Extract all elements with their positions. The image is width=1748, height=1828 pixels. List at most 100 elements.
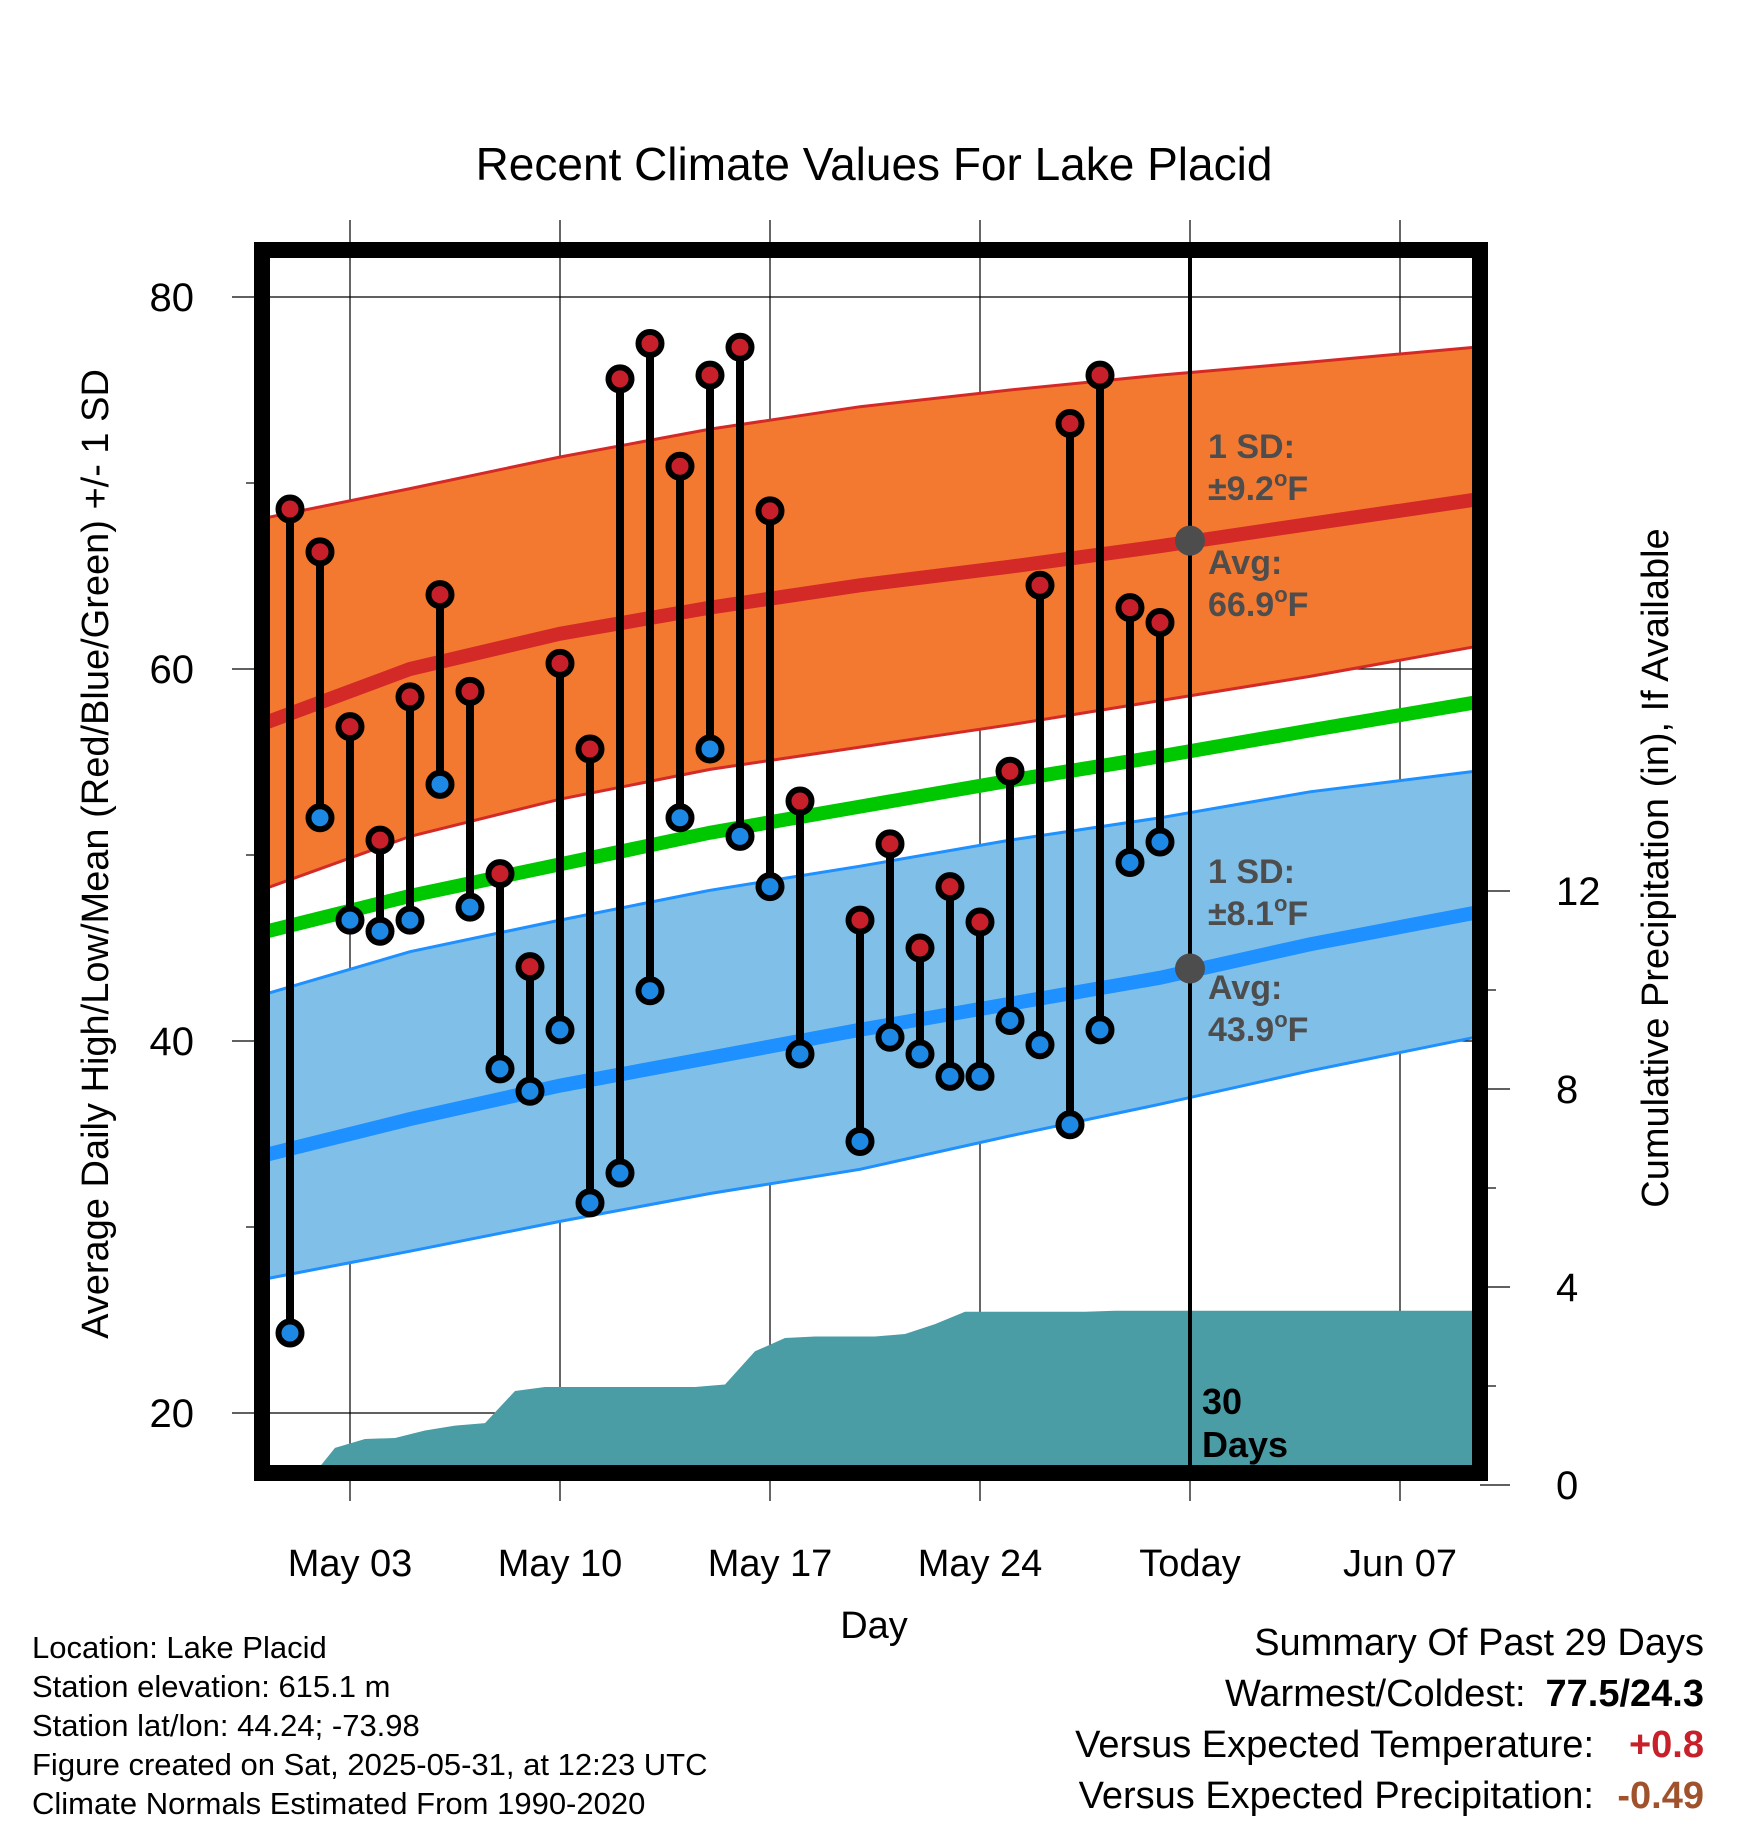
daily-low-point [365, 916, 395, 946]
daily-low-point [845, 1126, 875, 1156]
daily-high-point [755, 496, 785, 526]
info-normals: Climate Normals Estimated From 1990-2020 [32, 1786, 646, 1821]
summary-warm-cold: Warmest/Coldest: 77.5/24.3 [1075, 1669, 1704, 1720]
x-tick-label: May 10 [498, 1543, 623, 1585]
low-avg-unit-f: F [1288, 1011, 1309, 1049]
window-count-label: 30 [1202, 1381, 1242, 1422]
high-sd-band [262, 347, 1475, 890]
daily-low-point [605, 1158, 635, 1188]
daily-high-point [455, 676, 485, 706]
daily-high-point [305, 537, 335, 567]
daily-low-point [485, 1054, 515, 1084]
y-right-tick-label: 4 [1556, 1266, 1578, 1310]
info-location: Location: Lake Placid [32, 1630, 327, 1665]
daily-low-point [575, 1188, 605, 1218]
low-avg-unit-degree: o [1274, 1007, 1287, 1032]
daily-high-point [275, 494, 305, 524]
high-plus-sd-line [262, 345, 1476, 521]
summary-title: Summary Of Past 29 Days [1254, 1622, 1704, 1664]
daily-low-point [875, 1022, 905, 1052]
x-tick-label: May 24 [918, 1543, 1043, 1585]
low-sd-unit-degree: o [1274, 891, 1287, 916]
daily-high-point [1055, 408, 1085, 438]
high-sd-label: 1 SD: [1208, 428, 1295, 466]
precip-label: Versus Expected Precipitation: [1078, 1775, 1594, 1817]
x-tick-label: May 03 [288, 1543, 413, 1585]
x-tick-label: May 17 [708, 1543, 833, 1585]
high-avg-value: 66.9oF [1208, 582, 1308, 624]
daily-low-point [1115, 847, 1145, 877]
daily-high-point [575, 734, 605, 764]
station-info: Location: Lake Placid Station elevation:… [32, 1628, 708, 1823]
daily-high-point [695, 360, 725, 390]
temp-value: +0.8 [1628, 1724, 1704, 1766]
daily-low-point [1145, 827, 1175, 857]
y-right-tick-label: 0 [1556, 1464, 1578, 1508]
daily-high-point [515, 952, 545, 982]
daily-high-point [335, 712, 365, 742]
daily-high-point [995, 756, 1025, 786]
daily-low-point [1055, 1110, 1085, 1140]
daily-high-point [725, 332, 755, 362]
daily-low-point [455, 892, 485, 922]
daily-low-point [395, 905, 425, 935]
info-created: Figure created on Sat, 2025-05-31, at 12… [32, 1747, 708, 1782]
y-left-tick-label: 60 [150, 648, 195, 692]
y-right-tick-label: 12 [1556, 870, 1601, 914]
daily-high-point [545, 648, 575, 678]
daily-low-point [665, 803, 695, 833]
daily-low-point [905, 1039, 935, 1069]
daily-low-point [935, 1061, 965, 1091]
normal-high-line [262, 492, 1477, 732]
high-avg-label: Avg: [1208, 544, 1282, 582]
y-axis-right-label: Cumulative Precipitation (in), If Availa… [1635, 528, 1677, 1207]
daily-high-point [845, 905, 875, 935]
low-minus-sd-line [262, 1035, 1476, 1282]
daily-low-point [965, 1061, 995, 1091]
daily-low-point [425, 769, 455, 799]
x-tick-label: Jun 07 [1343, 1543, 1457, 1585]
y-left-tick-label: 20 [150, 1392, 195, 1436]
high-avg-today-marker [1175, 525, 1205, 556]
daily-low-point [725, 821, 755, 851]
daily-high-point [875, 829, 905, 859]
daily-high-point [905, 933, 935, 963]
daily-high-point [635, 329, 665, 358]
daily-high-point [785, 786, 815, 816]
daily-high-point [425, 580, 455, 610]
high-avg-unit-degree: o [1274, 582, 1287, 607]
daily-low-point [695, 734, 725, 764]
daily-high-point [485, 859, 515, 889]
daily-low-point [755, 872, 785, 902]
chart-title: Recent Climate Values For Lake Placid [476, 138, 1273, 190]
daily-high-point [1085, 360, 1115, 390]
precipitation-area [262, 1310, 1475, 1473]
info-latlon: Station lat/lon: 44.24; -73.98 [32, 1708, 420, 1743]
low-plus-sd-line [262, 769, 1476, 997]
info-elevation: Station elevation: 615.1 m [32, 1669, 391, 1704]
warm-cold-value: 77.5/24.3 [1545, 1673, 1704, 1715]
daily-high-point [365, 825, 395, 855]
high-sd-unit-f: F [1287, 470, 1308, 508]
daily-low-point [995, 1006, 1025, 1036]
low-avg-label: Avg: [1208, 969, 1282, 1007]
low-sd-label: 1 SD: [1208, 853, 1295, 891]
daily-low-point [1025, 1030, 1055, 1060]
x-axis-label: Day [840, 1605, 908, 1647]
summary-temp: Versus Expected Temperature: +0.8 [1075, 1720, 1704, 1771]
window-days-label: Days [1202, 1424, 1288, 1465]
high-minus-sd-line [262, 645, 1476, 892]
low-avg-today-marker [1175, 953, 1205, 984]
daily-high-point [395, 682, 425, 712]
summary-precip: Versus Expected Precipitation: -0.49 [1075, 1771, 1704, 1822]
high-sd-value: ±9.2oF [1208, 466, 1308, 508]
daily-low-point [515, 1076, 545, 1106]
daily-low-point [335, 905, 365, 935]
daily-low-point [545, 1015, 575, 1045]
low-sd-unit-f: F [1287, 895, 1308, 933]
y-axis-left-label: Average Daily High/Low/Mean (Red/Blue/Gr… [75, 369, 117, 1339]
daily-low-point [785, 1039, 815, 1069]
daily-high-point [665, 451, 695, 481]
